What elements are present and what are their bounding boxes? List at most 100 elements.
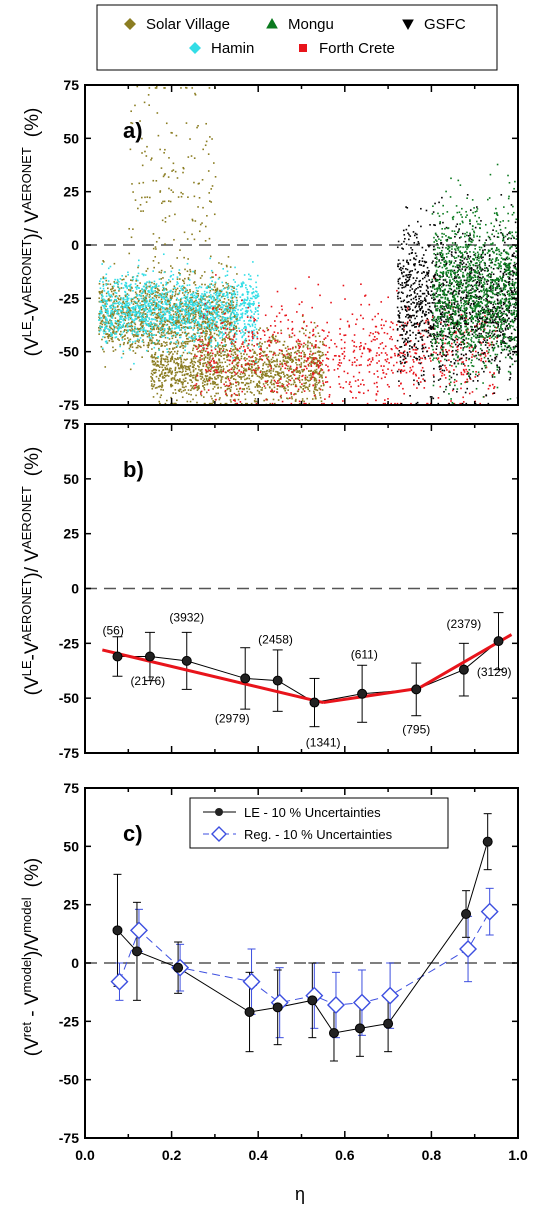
scatter-point bbox=[207, 389, 210, 391]
scatter-point bbox=[227, 354, 230, 356]
scatter-point bbox=[149, 292, 152, 295]
scatter-point bbox=[164, 319, 167, 321]
scatter-point bbox=[162, 286, 164, 289]
scatter-point bbox=[166, 374, 169, 377]
scatter-point bbox=[209, 337, 212, 340]
scatter-point bbox=[202, 322, 205, 325]
scatter-point bbox=[151, 304, 153, 307]
scatter-point bbox=[256, 367, 258, 369]
scatter-point bbox=[190, 379, 193, 382]
scatter-point bbox=[249, 391, 252, 393]
scatter-point bbox=[129, 313, 132, 315]
scatter-point bbox=[152, 337, 154, 339]
scatter-point bbox=[200, 315, 203, 318]
scatter-point bbox=[126, 314, 129, 317]
scatter-point bbox=[209, 255, 212, 258]
scatter-point bbox=[261, 372, 264, 375]
scatter-point bbox=[284, 375, 286, 377]
scatter-point bbox=[265, 398, 267, 401]
scatter-point bbox=[193, 296, 195, 299]
scatter-point bbox=[121, 303, 124, 306]
scatter-point bbox=[179, 321, 182, 323]
scatter-point bbox=[191, 318, 193, 321]
scatter-point bbox=[272, 336, 275, 339]
scatter-point bbox=[122, 287, 125, 289]
scatter-point bbox=[133, 300, 135, 303]
scatter-point bbox=[226, 394, 228, 397]
scatter-point bbox=[218, 359, 221, 361]
scatter-point bbox=[220, 290, 223, 293]
scatter-point bbox=[286, 361, 288, 364]
scatter-point bbox=[106, 308, 109, 310]
scatter-point bbox=[323, 330, 325, 332]
scatter-point bbox=[168, 327, 171, 330]
scatter-point bbox=[187, 332, 190, 335]
scatter-point bbox=[197, 294, 200, 297]
scatter-point bbox=[489, 343, 492, 346]
scatter-point bbox=[168, 307, 171, 310]
scatter-point bbox=[204, 144, 207, 147]
scatter-point bbox=[161, 335, 164, 338]
scatter-point bbox=[250, 285, 252, 288]
scatter-point bbox=[126, 296, 128, 298]
scatter-point bbox=[395, 361, 398, 364]
scatter-point bbox=[158, 402, 161, 405]
scatter-point bbox=[395, 324, 398, 326]
scatter-point bbox=[469, 378, 472, 380]
scatter-point bbox=[138, 328, 141, 330]
scatter-point bbox=[479, 354, 482, 357]
scatter-point bbox=[232, 375, 234, 377]
scatter-point bbox=[203, 359, 206, 361]
scatter-point bbox=[232, 343, 235, 345]
scatter-point bbox=[170, 356, 173, 359]
scatter-point bbox=[152, 325, 155, 328]
scatter-point bbox=[132, 278, 134, 281]
scatter-point bbox=[222, 338, 224, 340]
scatter-point bbox=[246, 291, 248, 293]
scatter-point bbox=[168, 317, 171, 320]
scatter-point bbox=[229, 317, 232, 320]
scatter-point bbox=[249, 305, 251, 308]
scatter-point bbox=[206, 318, 208, 320]
scatter-point bbox=[311, 357, 313, 359]
scatter-point bbox=[227, 385, 230, 388]
scatter-point bbox=[248, 355, 250, 358]
scatter-point bbox=[233, 291, 236, 293]
scatter-point bbox=[301, 399, 304, 402]
scatter-point bbox=[217, 343, 219, 345]
scatter-point bbox=[207, 307, 210, 310]
scatter-point bbox=[187, 305, 190, 308]
scatter-point bbox=[110, 337, 112, 340]
scatter-point bbox=[241, 376, 243, 378]
scatter-point bbox=[165, 355, 168, 358]
scatter-point bbox=[191, 311, 194, 313]
scatter-point bbox=[122, 297, 125, 299]
scatter-point bbox=[210, 305, 212, 308]
scatter-point bbox=[140, 292, 143, 295]
scatter-point bbox=[250, 315, 253, 317]
scatter-point bbox=[194, 335, 197, 338]
scatter-point bbox=[158, 366, 161, 368]
scatter-point bbox=[243, 301, 245, 304]
scatter-point bbox=[159, 396, 162, 399]
scatter-point bbox=[123, 341, 125, 344]
scatter-point bbox=[158, 313, 160, 315]
scatter-point bbox=[216, 333, 218, 336]
scatter-point bbox=[148, 87, 151, 89]
scatter-point bbox=[320, 355, 322, 357]
scatter-point bbox=[145, 308, 148, 311]
scatter-point bbox=[138, 305, 141, 308]
scatter-point bbox=[484, 360, 487, 363]
scatter-point bbox=[204, 314, 207, 317]
scatter-point bbox=[314, 370, 317, 373]
scatter-point bbox=[121, 316, 123, 318]
scatter-point bbox=[206, 305, 209, 308]
scatter-point bbox=[257, 364, 259, 367]
scatter-point bbox=[236, 317, 238, 320]
scatter-point bbox=[175, 283, 178, 286]
scatter-point bbox=[102, 260, 105, 263]
scatter-point bbox=[193, 281, 196, 283]
scatter-point bbox=[236, 394, 238, 397]
scatter-point bbox=[174, 366, 177, 369]
scatter-point bbox=[378, 332, 380, 335]
